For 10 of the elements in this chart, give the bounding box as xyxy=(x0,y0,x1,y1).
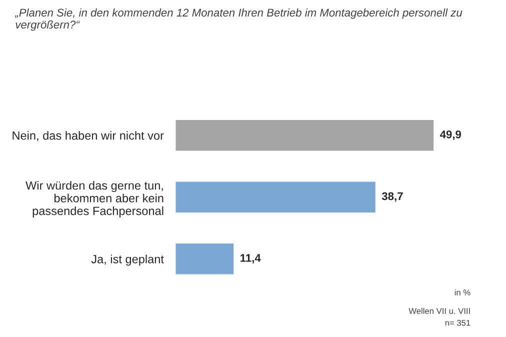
y-tick-label: Nein, das haben wir nicht vor xyxy=(12,131,164,142)
y-tick-label: Ja, ist geplant xyxy=(91,254,164,266)
chart-title: „Planen Sie, in den kommenden 12 Monaten Ihren Betrieb im Montagebereich personell zu vergrößern?“ xyxy=(14,8,462,31)
data-label: 38,7 xyxy=(382,192,403,202)
data-label: 11,4 xyxy=(240,254,261,264)
text: Wellen VII u. VIII xyxy=(408,308,470,314)
data-label: 49,9 xyxy=(440,130,462,140)
text: n= 351 xyxy=(445,320,470,326)
y-tick-label: Wir würden das gerne tun, bekommen aber kein passendes Fachpersonal xyxy=(26,181,164,218)
text: in % xyxy=(454,289,470,296)
